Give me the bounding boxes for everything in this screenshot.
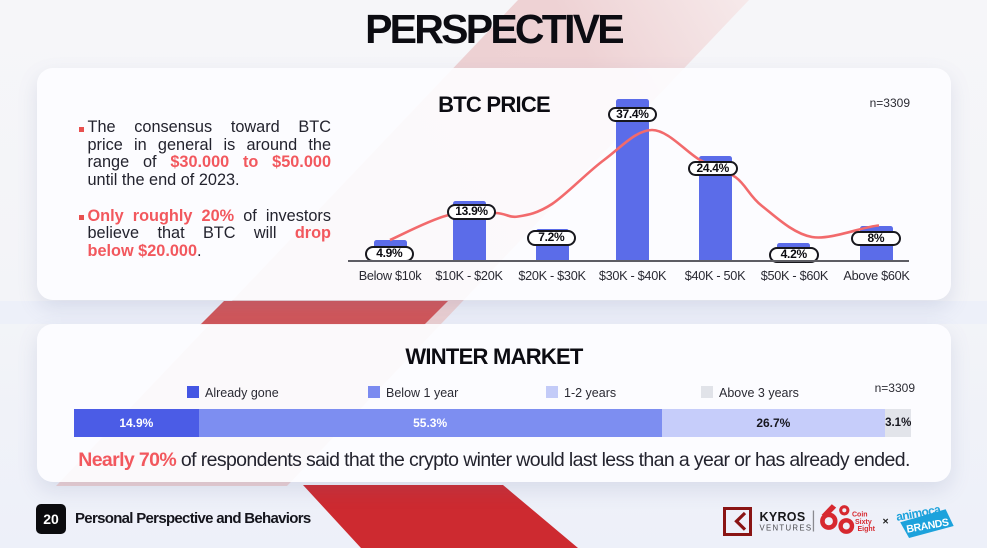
svg-text:Eight: Eight <box>858 526 876 533</box>
svg-text:VENTURES: VENTURES <box>760 524 813 533</box>
svg-text:Sixty: Sixty <box>855 519 872 526</box>
svg-text:Coin: Coin <box>852 512 868 519</box>
svg-text:KYROS: KYROS <box>760 510 806 524</box>
svg-text:×: × <box>883 516 889 528</box>
